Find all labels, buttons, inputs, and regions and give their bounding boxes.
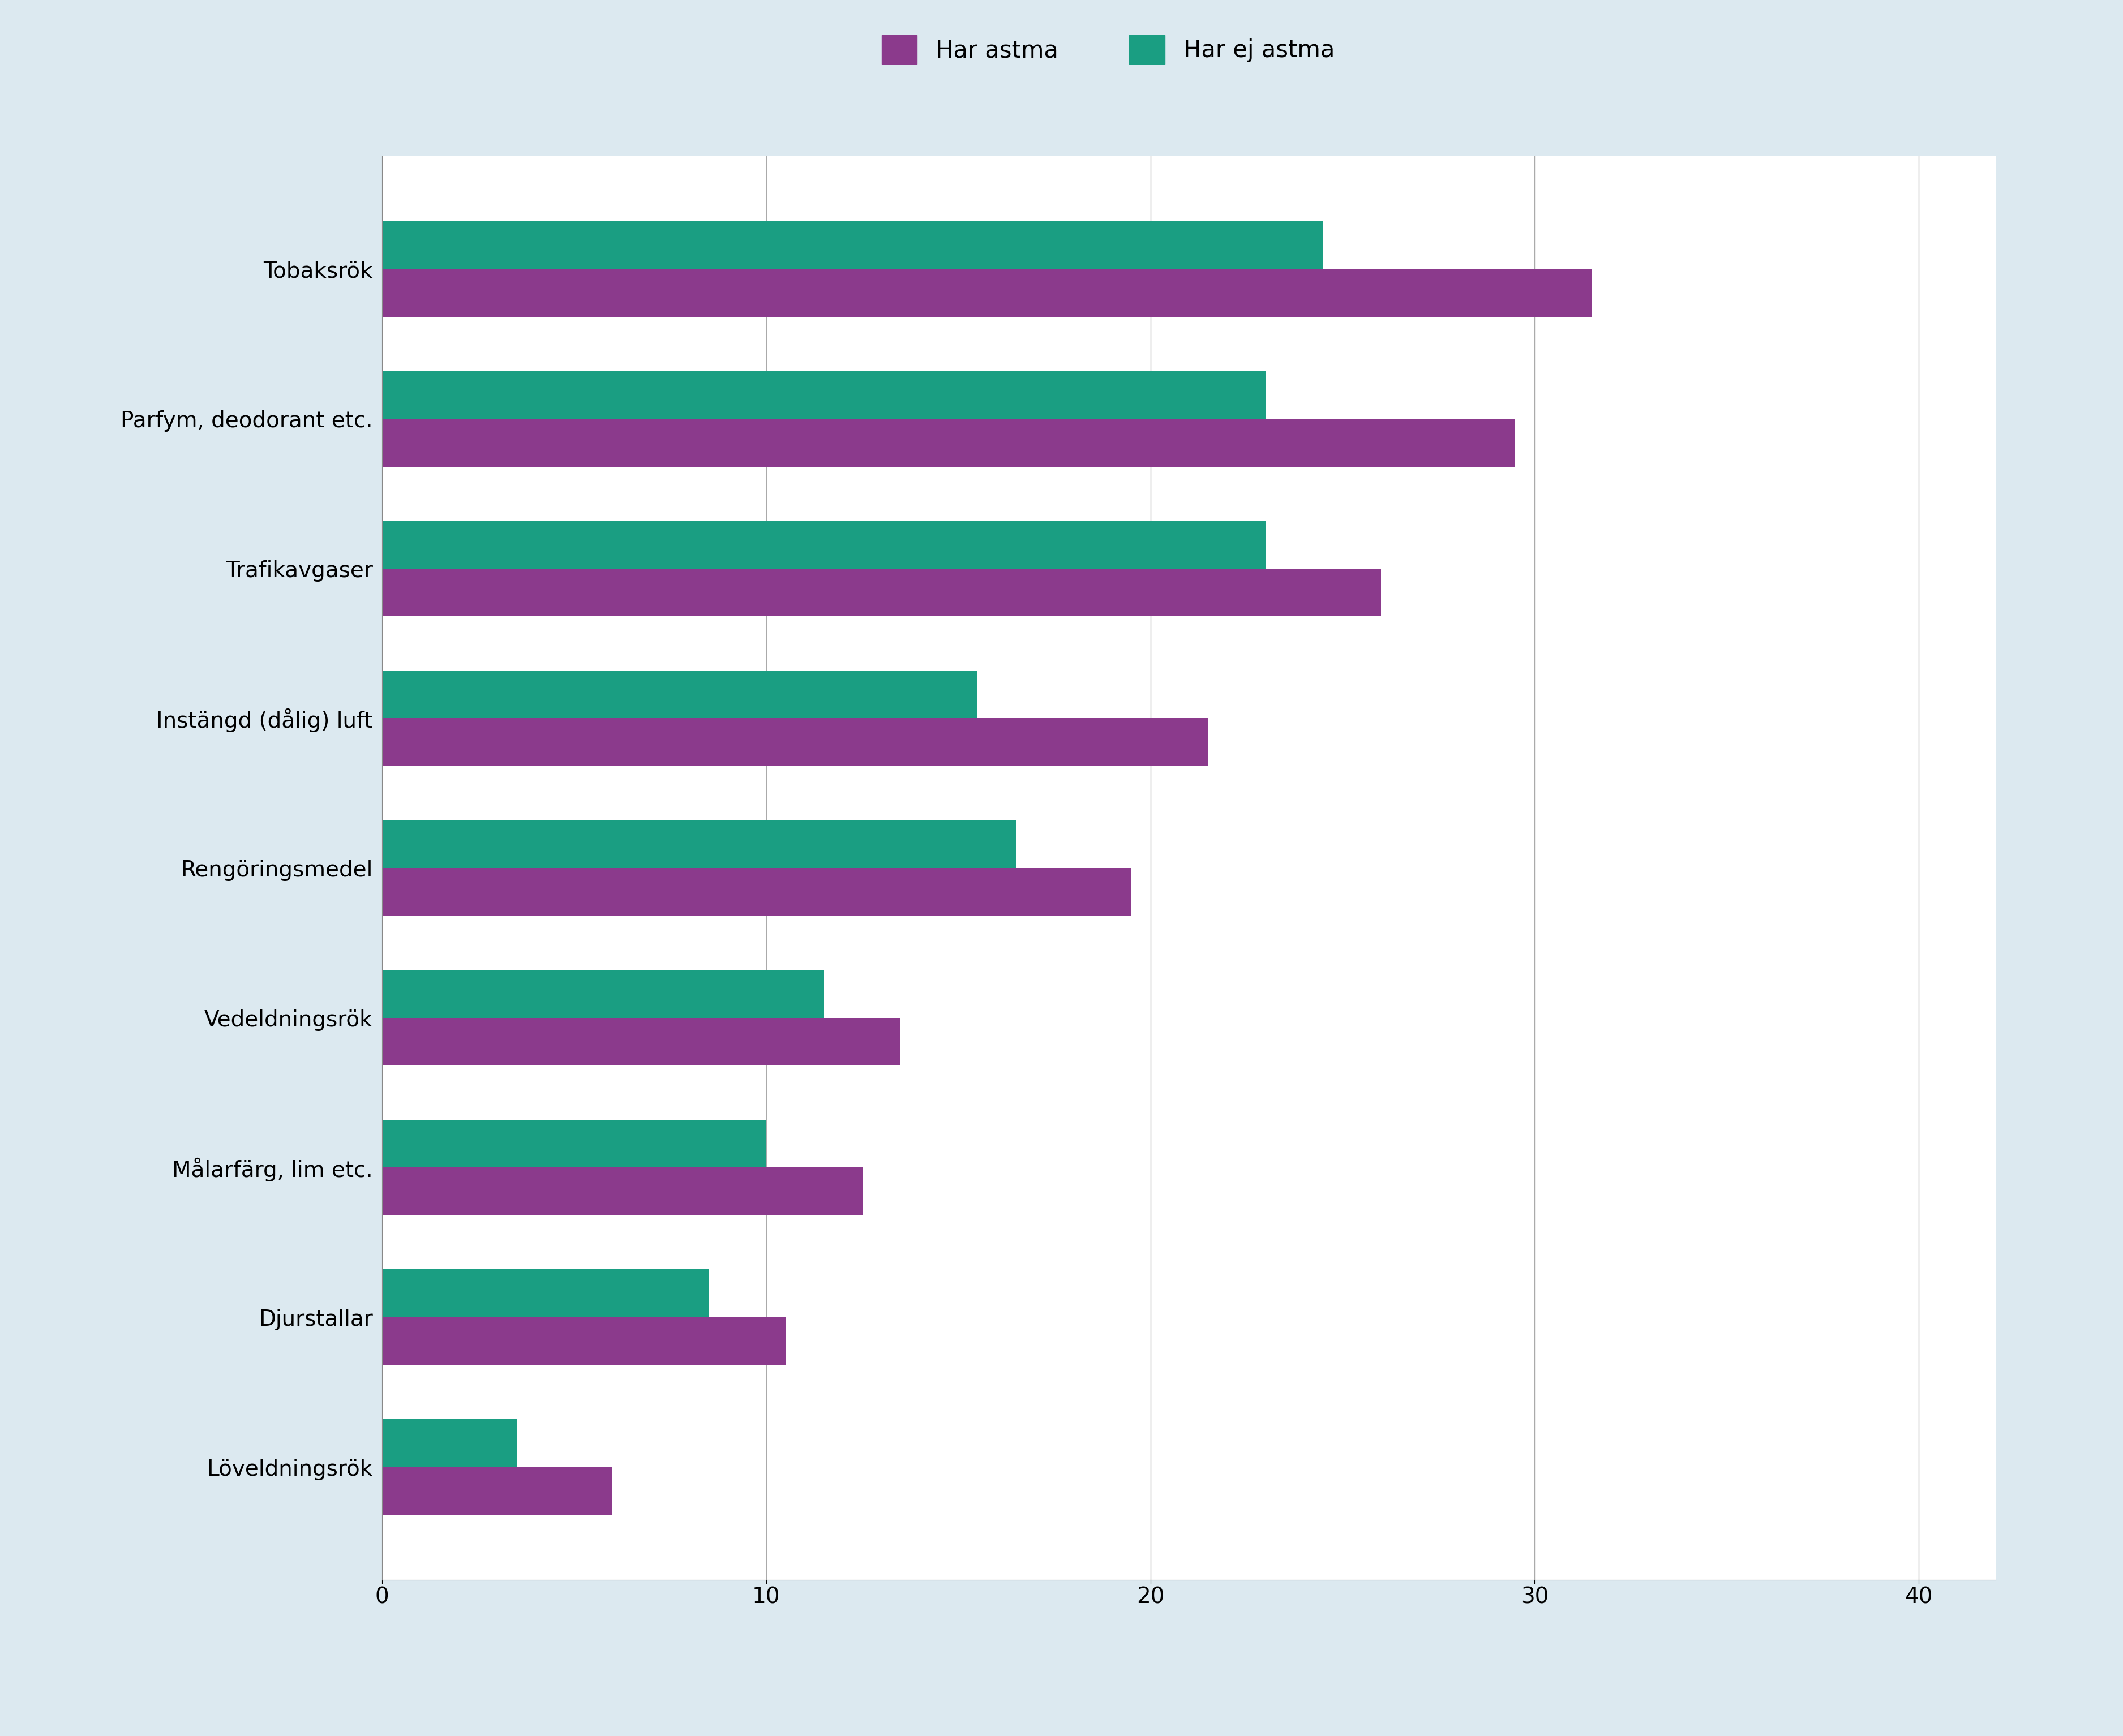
Bar [382,1420,516,1467]
Bar [382,868,1132,917]
Bar [382,1120,766,1168]
Bar [382,1318,786,1364]
Bar [382,220,1323,269]
Legend: Har astma, Har ej astma: Har astma, Har ej astma [873,26,1344,73]
Bar [382,568,1380,616]
Bar [382,719,1208,766]
Bar [382,269,1592,316]
Bar [382,1269,709,1318]
Bar [382,670,977,719]
Bar [382,819,1017,868]
Bar [382,970,824,1017]
Bar [382,372,1265,418]
Bar [382,1168,862,1215]
Bar [382,418,1516,467]
Bar [382,521,1265,568]
Bar [382,1467,614,1516]
Bar [382,1017,900,1066]
